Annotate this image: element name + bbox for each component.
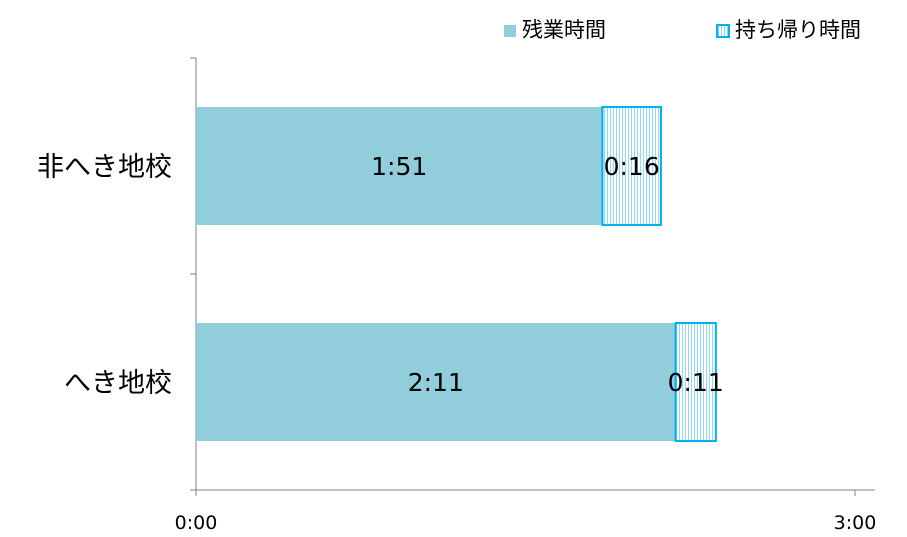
x-tick-label: 3:00 [834,512,877,534]
category-label: へき地校 [64,368,172,399]
data-label-take-home: 0:11 [668,368,724,397]
legend-swatch-take-home [716,24,730,38]
legend: 残業時間 持ち帰り時間 [504,18,861,42]
bar-take-home [601,106,662,226]
bar-take-home [674,322,717,442]
category-label: 非へき地校 [37,152,172,183]
x-tick-label: 0:00 [175,512,218,534]
data-label-take-home: 0:16 [604,152,660,181]
data-label-overtime: 2:11 [408,368,464,397]
bar-overtime [196,323,676,441]
legend-label-take-home: 持ち帰り時間 [735,18,861,42]
legend-swatch-overtime [504,25,516,37]
legend-label-overtime: 残業時間 [522,18,606,42]
data-label-overtime: 1:51 [371,152,427,181]
bar-overtime [196,107,603,225]
plot-area: 0:00 3:00 1:51 0:16 非へき地校 2:11 0:11 へき地校 [37,57,877,534]
